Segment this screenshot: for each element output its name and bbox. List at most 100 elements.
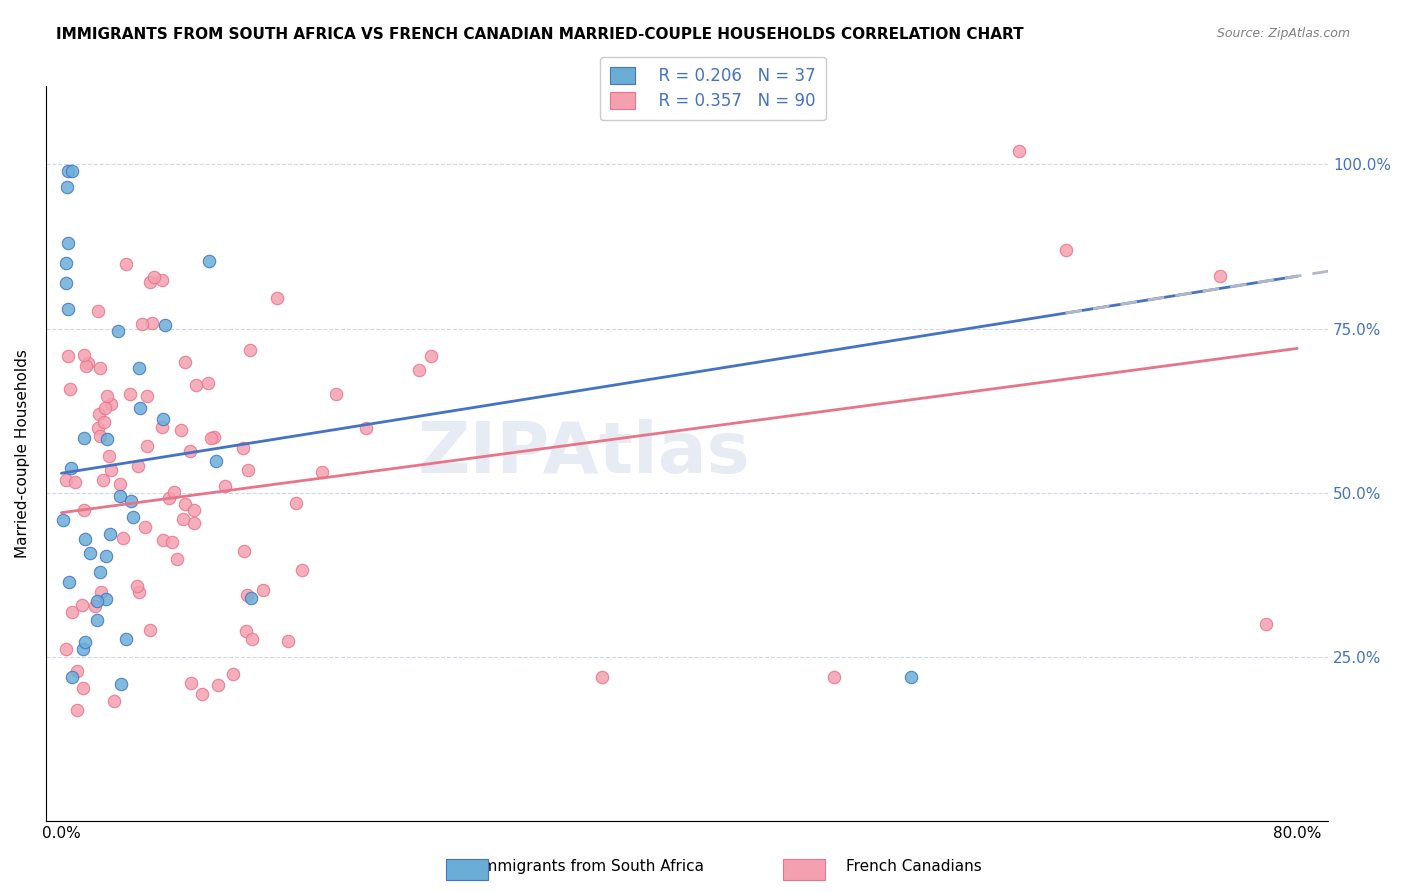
Legend:   R = 0.206   N = 37,   R = 0.357   N = 90: R = 0.206 N = 37, R = 0.357 N = 90 <box>600 57 825 120</box>
Point <box>285 496 308 510</box>
Point <box>89 407 111 421</box>
Point <box>73 503 96 517</box>
Point <box>152 412 174 426</box>
Point <box>110 677 132 691</box>
Point <box>157 491 180 505</box>
Point <box>354 421 377 435</box>
Point <box>96 432 118 446</box>
Point <box>232 441 254 455</box>
Point <box>170 423 193 437</box>
Point <box>276 634 298 648</box>
Point <box>207 678 229 692</box>
Point <box>311 465 333 479</box>
Point <box>87 304 110 318</box>
Point <box>239 343 262 358</box>
Point <box>408 362 430 376</box>
Point <box>73 347 96 361</box>
Point <box>56 236 79 251</box>
Point <box>55 256 77 270</box>
Point <box>173 497 195 511</box>
Point <box>129 401 152 415</box>
Point <box>1008 145 1031 159</box>
Point <box>100 463 122 477</box>
Point <box>135 389 157 403</box>
Point <box>325 387 347 401</box>
Point <box>198 253 221 268</box>
Point <box>236 463 259 477</box>
Point <box>122 510 145 524</box>
Point <box>1209 269 1232 284</box>
Point <box>128 584 150 599</box>
Text: ZIPAtlas: ZIPAtlas <box>418 419 751 488</box>
Point <box>239 591 262 605</box>
Point <box>89 565 111 579</box>
Point <box>60 164 83 178</box>
Point <box>72 681 94 695</box>
Point <box>173 355 195 369</box>
Point <box>56 164 79 178</box>
Point <box>191 687 214 701</box>
Point <box>56 180 79 194</box>
Text: Immigrants from South Africa: Immigrants from South Africa <box>478 859 703 874</box>
Point <box>180 675 202 690</box>
Point <box>266 292 288 306</box>
Point <box>1256 617 1278 632</box>
Point <box>108 489 131 503</box>
Point <box>900 670 922 684</box>
Point <box>115 256 138 270</box>
Text: IMMIGRANTS FROM SOUTH AFRICA VS FRENCH CANADIAN MARRIED-COUPLE HOUSEHOLDS CORREL: IMMIGRANTS FROM SOUTH AFRICA VS FRENCH C… <box>56 27 1024 42</box>
Point <box>86 613 108 627</box>
Point <box>235 624 257 639</box>
Point <box>166 551 188 566</box>
Point <box>72 431 94 445</box>
Point <box>153 318 176 332</box>
Point <box>52 513 75 527</box>
Point <box>75 634 97 648</box>
Point <box>236 588 259 602</box>
Point <box>136 439 159 453</box>
Point <box>87 420 110 434</box>
Point <box>84 599 107 613</box>
Point <box>55 641 77 656</box>
Point <box>591 670 613 684</box>
Point <box>150 273 173 287</box>
Point <box>60 605 83 619</box>
Point <box>55 474 77 488</box>
Point <box>77 356 100 370</box>
Point <box>186 377 208 392</box>
Point <box>112 531 135 545</box>
Point <box>66 703 89 717</box>
Y-axis label: Married-couple Households: Married-couple Households <box>15 349 30 558</box>
Point <box>94 549 117 564</box>
Point <box>89 360 111 375</box>
Point <box>55 276 77 290</box>
Point <box>118 387 141 401</box>
Point <box>141 316 163 330</box>
Point <box>202 430 225 444</box>
Point <box>222 666 245 681</box>
Point <box>90 585 112 599</box>
Point <box>240 632 263 646</box>
Point <box>232 544 254 558</box>
Point <box>59 382 82 396</box>
Point <box>823 670 845 684</box>
Point <box>200 431 222 445</box>
Point <box>72 642 94 657</box>
Point <box>127 579 149 593</box>
Point <box>107 324 129 338</box>
Point <box>73 532 96 546</box>
Point <box>183 516 205 530</box>
Point <box>98 526 121 541</box>
Point <box>96 389 118 403</box>
Point <box>1054 243 1077 257</box>
Point <box>252 583 274 598</box>
Point <box>204 453 226 467</box>
Point <box>150 419 173 434</box>
Point <box>75 359 97 373</box>
Point <box>93 416 115 430</box>
Point <box>72 598 94 612</box>
Point <box>214 479 236 493</box>
Point <box>94 401 117 415</box>
Point <box>56 349 79 363</box>
Point <box>56 301 79 316</box>
